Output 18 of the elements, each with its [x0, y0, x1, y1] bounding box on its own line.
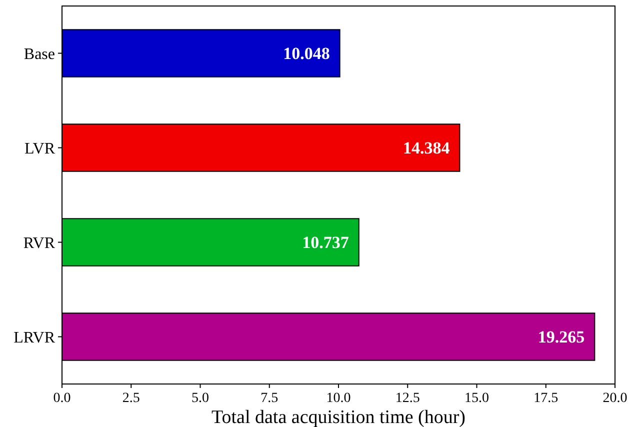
data-label: 19.265	[538, 328, 585, 347]
x-tick-label: 10.0	[326, 391, 351, 406]
y-tick-label: Base	[24, 46, 55, 63]
x-axis-title: Total data acquisition time (hour)	[211, 407, 466, 427]
x-tick-label: 0.0	[53, 391, 71, 406]
data-label: 14.384	[402, 138, 450, 158]
data-label: 10.737	[302, 233, 350, 252]
y-tick-label: RVR	[23, 234, 56, 252]
x-tick-label: 5.0	[192, 391, 209, 406]
x-tick-label: 17.5	[534, 391, 558, 406]
x-tick-label: 7.5	[260, 391, 278, 406]
x-tick-label: 2.5	[122, 391, 140, 406]
data-label: 10.048	[283, 44, 330, 64]
x-tick-label: 12.5	[395, 391, 420, 406]
x-tick-label: 20.0	[602, 391, 628, 406]
y-tick-label: LVR	[24, 140, 56, 158]
x-tick-label: 15.0	[464, 391, 489, 406]
y-tick-label: LRVR	[14, 329, 56, 346]
